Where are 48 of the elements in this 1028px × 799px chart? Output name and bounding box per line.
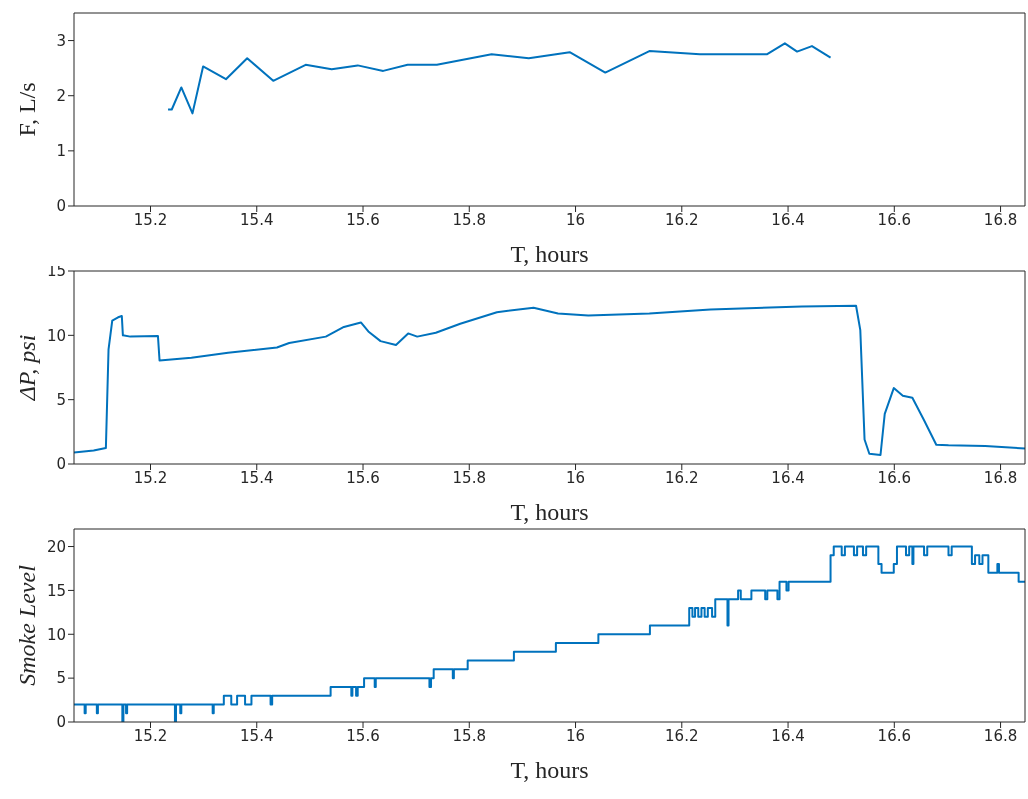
x-tick-label: 15.8 (452, 210, 486, 229)
x-tick-label: 15.2 (133, 210, 168, 229)
x-tick-label: 16 (565, 468, 586, 487)
y-tick-label: 20 (46, 537, 66, 556)
y-tick-label: 0 (56, 455, 66, 474)
x-tick-label: 15.4 (240, 468, 274, 487)
x-tick-label: 16.4 (771, 210, 805, 229)
y-tick-label: 15 (46, 581, 66, 600)
line-series (74, 304, 1025, 456)
x-tick-label: 15.2 (133, 468, 168, 487)
x-tick-label: 16.6 (877, 468, 912, 487)
x-tick-label: 16.4 (771, 468, 805, 487)
x-tick-label: 16 (565, 726, 586, 745)
x-tick-label: 15.6 (346, 468, 380, 487)
x-tick-label: 16.2 (665, 210, 699, 229)
y-tick-label: 10 (46, 326, 66, 345)
x-tick-label: 16.2 (665, 468, 699, 487)
x-tick-label: 15.8 (452, 468, 486, 487)
x-axis-title: T, hours (510, 757, 589, 783)
y-tick-label: 15 (46, 262, 66, 281)
y-tick-label: 3 (56, 31, 66, 50)
x-tick-label: 16.8 (983, 210, 1018, 229)
y-tick-label: 1 (56, 142, 66, 161)
y-axis-title: Smoke Level (13, 564, 40, 686)
line-series (167, 42, 832, 115)
x-tick-label: 15.8 (452, 726, 486, 745)
x-tick-label: 16.6 (877, 726, 912, 745)
x-axis-title: T, hours (510, 241, 589, 267)
x-tick-label: 15.4 (240, 210, 274, 229)
x-tick-label: 16.2 (665, 726, 699, 745)
x-tick-label: 15.6 (346, 726, 380, 745)
x-tick-label: 15.4 (240, 726, 274, 745)
y-tick-label: 10 (46, 625, 66, 644)
y-tick-label: 5 (56, 390, 66, 409)
x-tick-label: 16.6 (877, 210, 912, 229)
y-tick-label: 0 (56, 713, 66, 732)
x-axis-title: T, hours (510, 499, 589, 525)
y-axis-title: F, L/s (13, 82, 40, 137)
x-tick-label: 15.6 (346, 210, 380, 229)
x-tick-label: 16.4 (771, 726, 805, 745)
x-tick-label: 16.8 (983, 726, 1018, 745)
x-tick-label: 16 (565, 210, 586, 229)
x-tick-label: 15.2 (133, 726, 168, 745)
y-axis-title: ΔP, psi (13, 334, 40, 402)
y-tick-label: 2 (56, 87, 66, 106)
y-tick-label: 5 (56, 669, 66, 688)
y-tick-label: 0 (56, 197, 66, 216)
x-tick-label: 16.8 (983, 468, 1018, 487)
